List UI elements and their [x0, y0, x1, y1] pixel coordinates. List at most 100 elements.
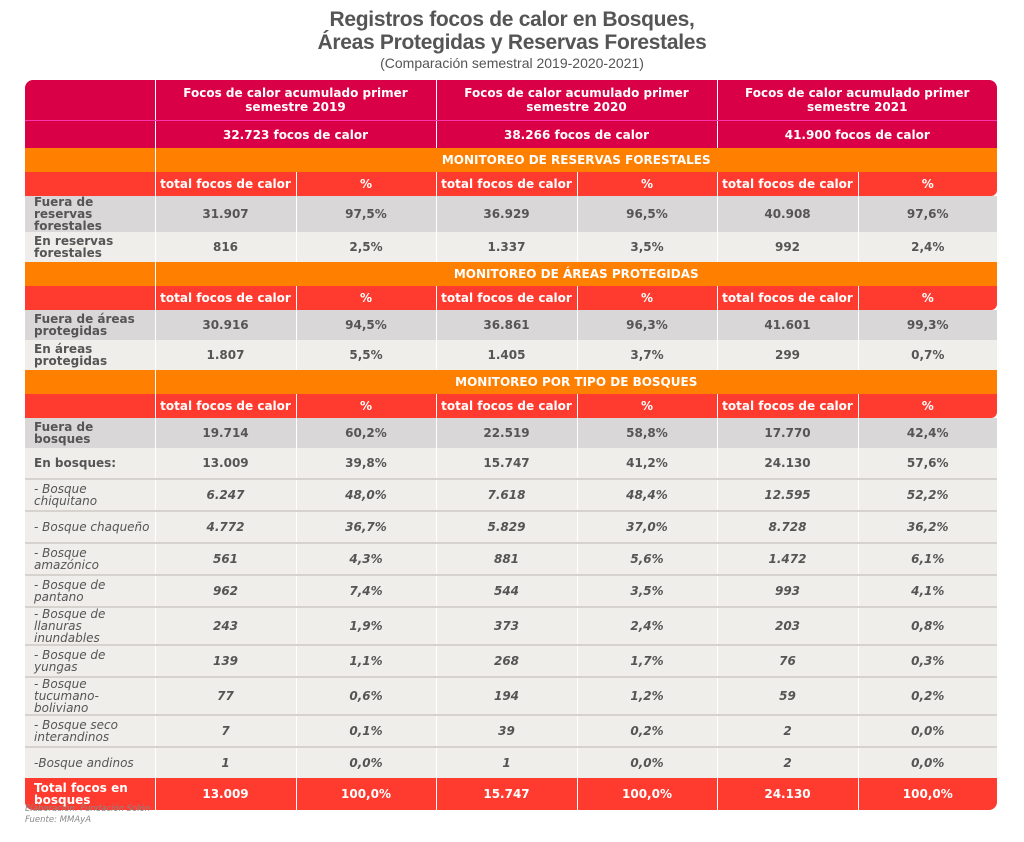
- period-total: 32.723 focos de calor: [154, 120, 436, 148]
- count-value: 561: [154, 542, 296, 575]
- count-value: 13.009: [154, 778, 296, 810]
- count-value: 992: [716, 232, 858, 262]
- count-value: 15.747: [435, 778, 577, 810]
- count-value: 1: [435, 746, 577, 778]
- count-value: 36.861: [435, 310, 577, 340]
- percent-value: 96,3%: [576, 310, 717, 340]
- percent-value: 3,5%: [576, 574, 717, 607]
- count-value: 15.747: [435, 448, 577, 479]
- row-label: Fuera de bosques: [25, 418, 155, 448]
- column-header-total: total focos de calor: [154, 172, 296, 196]
- table-row: Fuera de áreas protegidas 30.916 94,5% 36.8…: [25, 310, 997, 340]
- count-value: 39: [435, 714, 577, 747]
- table-row: Fuera de bosques 19.714 60,2% 22.519 58,8% 17…: [25, 418, 997, 448]
- count-value: 1.807: [154, 340, 296, 370]
- count-value: 30.916: [154, 310, 296, 340]
- column-header-row: total focos de calor% total focos de calo…: [25, 394, 997, 418]
- percent-value: 2,4%: [857, 232, 997, 262]
- count-value: 40.908: [716, 196, 858, 232]
- percent-value: 7,4%: [295, 574, 436, 607]
- table-row: -Bosque andinos 1 0,0% 1 0,0% 2 0,0%: [25, 746, 997, 778]
- count-value: 194: [435, 676, 577, 715]
- percent-value: 36,2%: [857, 510, 997, 543]
- section-title: MONITOREO DE ÁREAS PROTEGIDAS: [154, 262, 997, 286]
- percent-value: 2,5%: [295, 232, 436, 262]
- percent-value: 1,1%: [295, 644, 436, 677]
- percent-value: 3,5%: [576, 232, 717, 262]
- subtitle: (Comparación semestral 2019-2020-2021): [380, 55, 644, 71]
- percent-value: 0,6%: [295, 676, 436, 715]
- count-value: 24.130: [716, 448, 858, 479]
- count-value: 881: [435, 542, 577, 575]
- column-header-spacer: [25, 172, 155, 196]
- count-value: 77: [154, 676, 296, 715]
- count-value: 2: [716, 714, 858, 747]
- count-value: 243: [154, 606, 296, 645]
- row-label: Fuera de áreas protegidas: [25, 310, 155, 340]
- count-value: 13.009: [154, 448, 296, 479]
- period-label: Focos de calor acumulado primer semestre…: [154, 80, 436, 121]
- count-value: 2: [716, 746, 858, 778]
- percent-value: 100,0%: [295, 778, 436, 810]
- table-row: En áreas protegidas 1.807 5,5% 1.405 3,7% 299…: [25, 340, 997, 370]
- column-header-percent: %: [295, 394, 436, 418]
- count-value: 1.405: [435, 340, 577, 370]
- column-header-total: total focos de calor: [435, 394, 577, 418]
- percent-value: 41,2%: [576, 448, 717, 479]
- row-label: - Bosque amazónico: [25, 542, 155, 575]
- row-label: - Bosque de pantano: [25, 574, 155, 607]
- column-header-spacer: [25, 394, 155, 418]
- column-header-total: total focos de calor: [716, 172, 858, 196]
- percent-value: 5,6%: [576, 542, 717, 575]
- title-line-2: Áreas Protegidas y Reservas Forestales: [317, 31, 707, 54]
- title-block: Registros focos de calor en Bosques, Áre…: [0, 8, 1024, 71]
- row-label: En reservas forestales: [25, 232, 155, 262]
- count-value: 1: [154, 746, 296, 778]
- table-row: - Bosque tucumano-boliviano 77 0,6% 194 1,2%…: [25, 676, 997, 715]
- percent-value: 97,5%: [295, 196, 436, 232]
- count-value: 6.247: [154, 478, 296, 511]
- row-label: - Bosque chiquitano: [25, 478, 155, 511]
- count-value: 36.929: [435, 196, 577, 232]
- column-header-percent: %: [857, 286, 997, 310]
- percent-value: 0,3%: [857, 644, 997, 677]
- percent-value: 4,3%: [295, 542, 436, 575]
- count-value: 299: [716, 340, 858, 370]
- percent-value: 1,7%: [576, 644, 717, 677]
- column-header-row: total focos de calor% total focos de calo…: [25, 172, 997, 196]
- percent-value: 60,2%: [295, 418, 436, 448]
- count-value: 373: [435, 606, 577, 645]
- percent-value: 1,2%: [576, 676, 717, 715]
- count-value: 1.337: [435, 232, 577, 262]
- count-value: 139: [154, 644, 296, 677]
- column-header-percent: %: [576, 286, 717, 310]
- percent-value: 58,8%: [576, 418, 717, 448]
- percent-value: 48,4%: [576, 478, 717, 511]
- column-header-percent: %: [576, 394, 717, 418]
- count-value: 816: [154, 232, 296, 262]
- count-value: 962: [154, 574, 296, 607]
- section-title: MONITOREO POR TIPO DE BOSQUES: [154, 370, 997, 394]
- title-line-1: Registros focos de calor en Bosques,: [329, 8, 695, 31]
- count-value: 7.618: [435, 478, 577, 511]
- period-total: 38.266 focos de calor: [435, 120, 717, 148]
- percent-value: 97,6%: [857, 196, 997, 232]
- count-value: 8.728: [716, 510, 858, 543]
- count-value: 7: [154, 714, 296, 747]
- table-row: - Bosque chaqueño 4.772 36,7% 5.829 37,0% 8.7…: [25, 510, 997, 543]
- count-value: 203: [716, 606, 858, 645]
- column-header-total: total focos de calor: [716, 394, 858, 418]
- table-row: - Bosque amazónico 561 4,3% 881 5,6% 1.472 6,1…: [25, 542, 997, 575]
- percent-value: 0,1%: [295, 714, 436, 747]
- percent-value: 6,1%: [857, 542, 997, 575]
- percent-value: 99,3%: [857, 310, 997, 340]
- section-title-row: MONITOREO POR TIPO DE BOSQUES: [25, 370, 997, 394]
- table-row: En bosques: 13.009 39,8% 15.747 41,2% 24.130 5…: [25, 448, 997, 479]
- percent-value: 52,2%: [857, 478, 997, 511]
- count-value: 993: [716, 574, 858, 607]
- column-header-percent: %: [857, 394, 997, 418]
- table-row: - Bosque de llanuras inundables 243 1,9% 37…: [25, 606, 997, 645]
- period-label: Focos de calor acumulado primer semestre…: [716, 80, 997, 121]
- count-value: 41.601: [716, 310, 858, 340]
- percent-value: 37,0%: [576, 510, 717, 543]
